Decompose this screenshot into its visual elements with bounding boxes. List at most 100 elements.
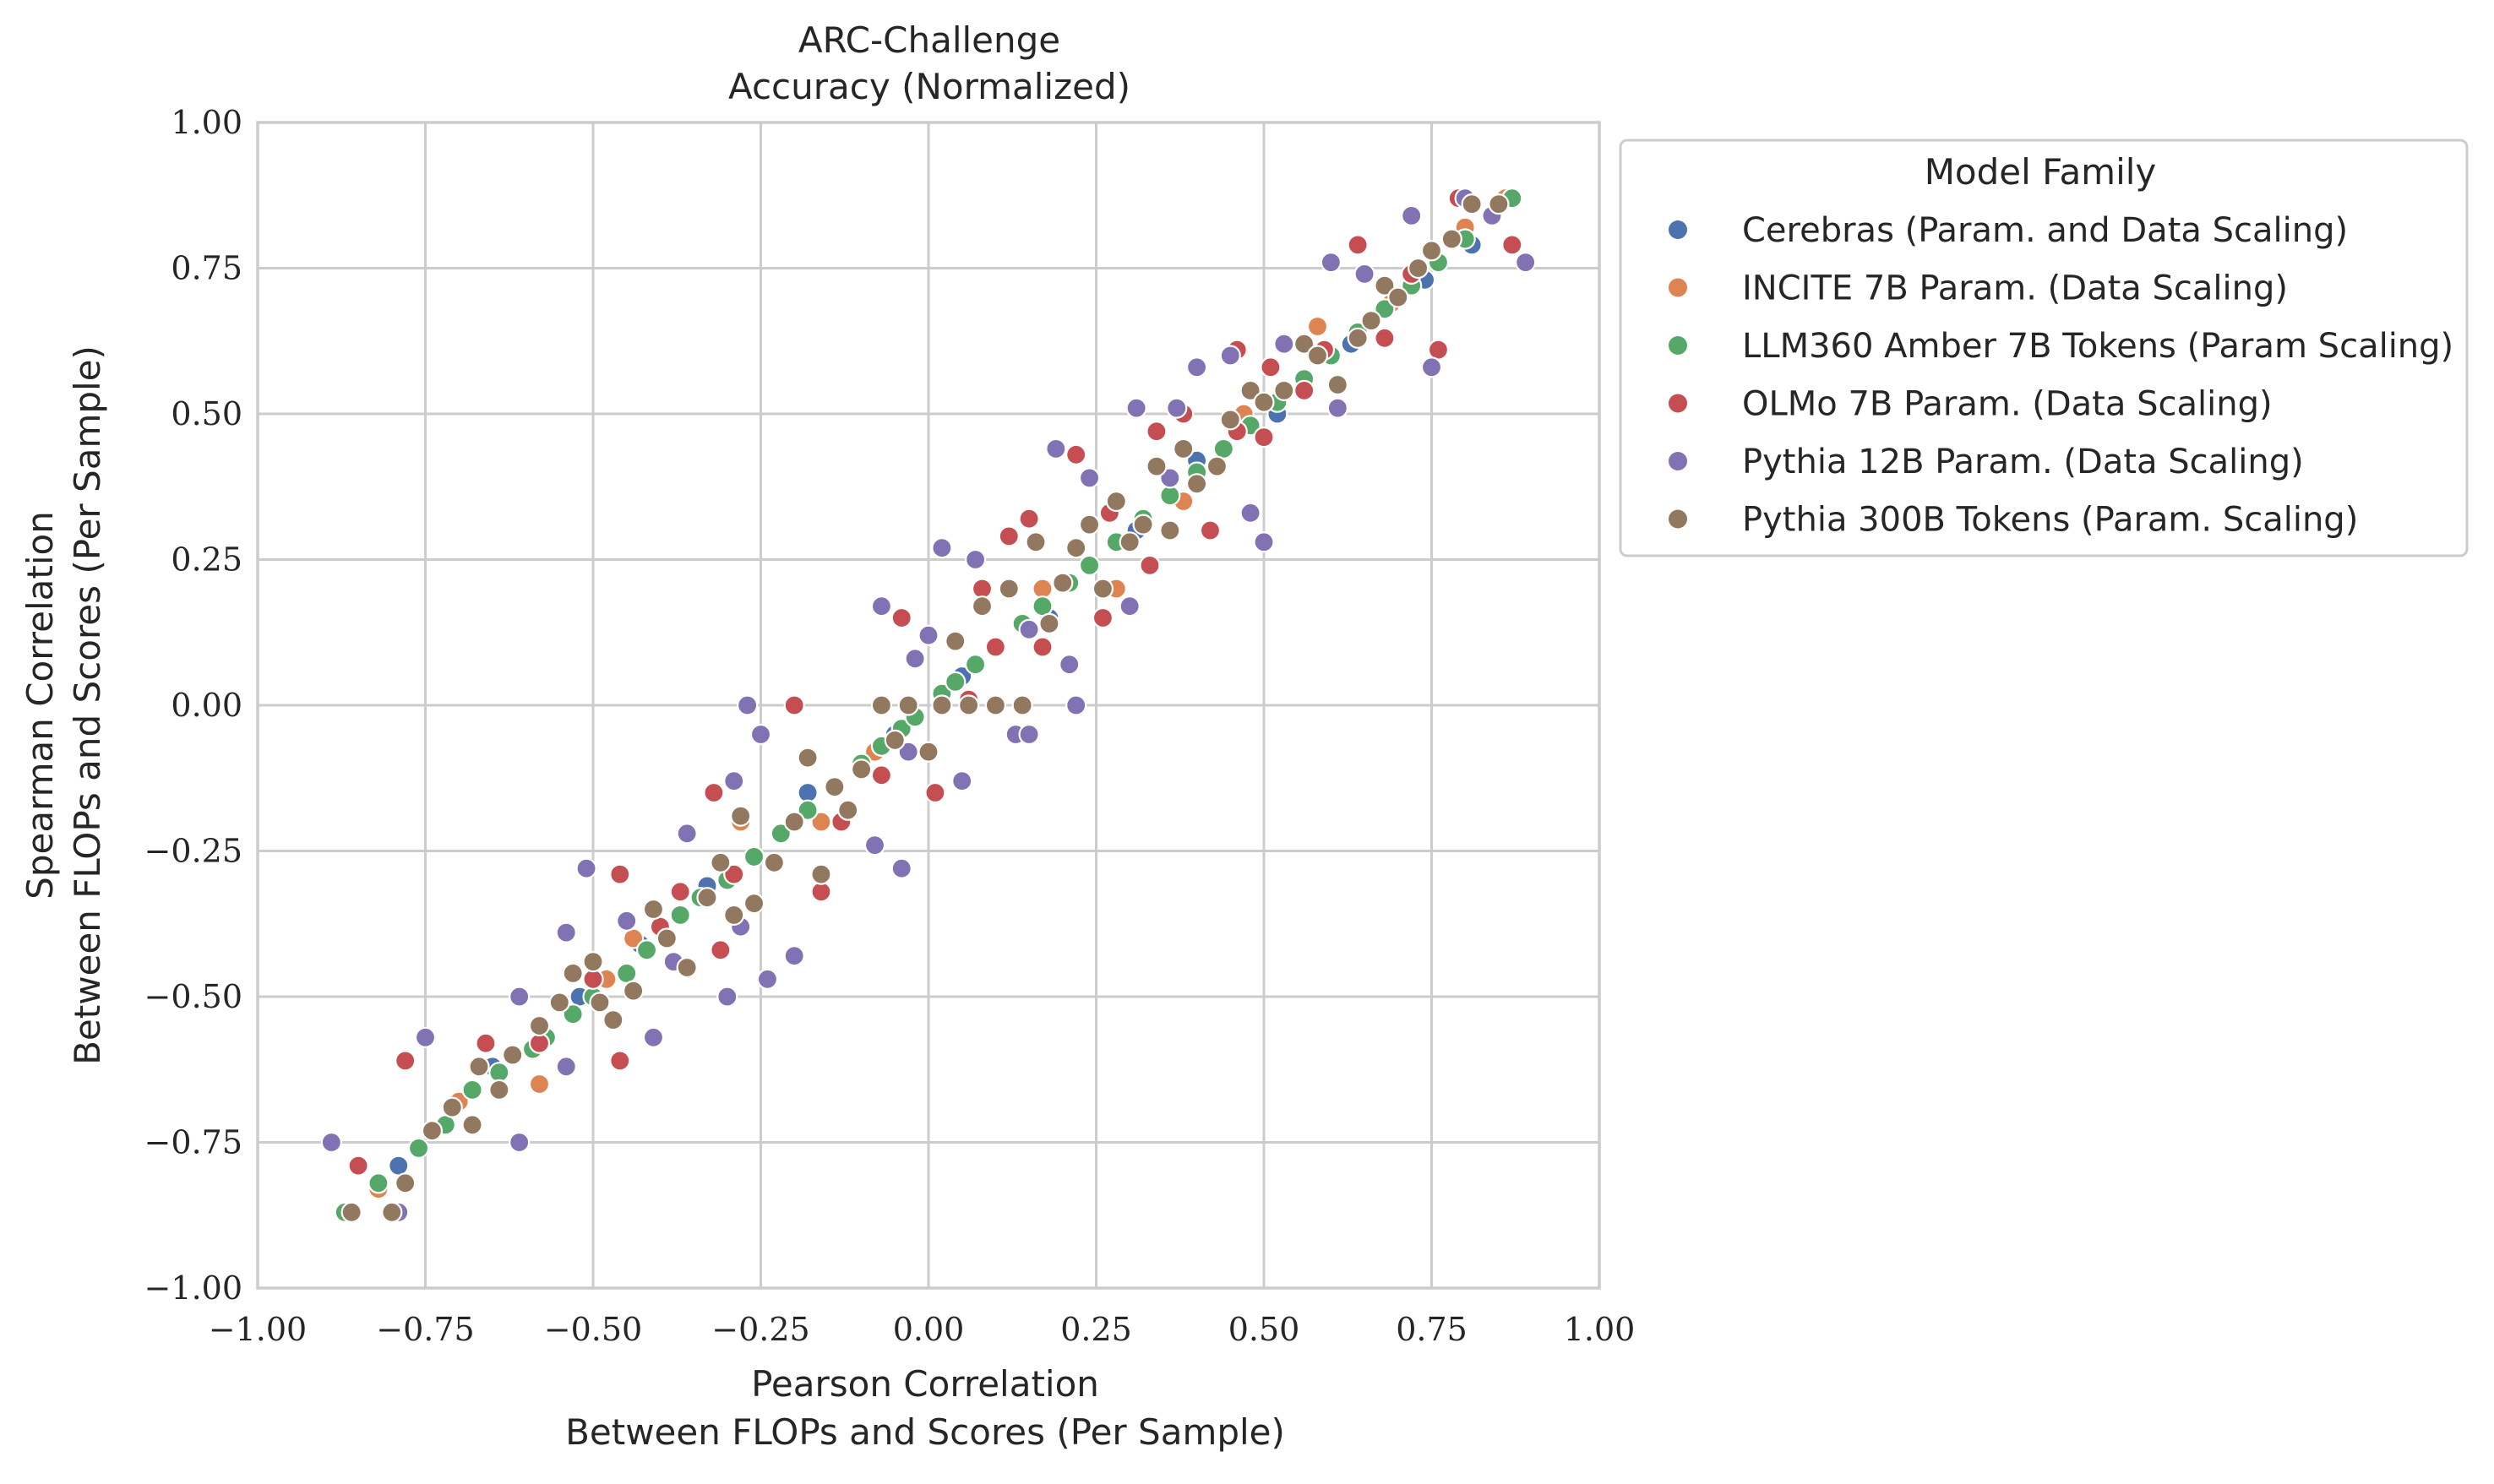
data-point <box>582 968 604 990</box>
chart-subtitle: Accuracy (Normalized) <box>728 66 1130 107</box>
y-tick-label: 1.00 <box>171 104 242 141</box>
data-point <box>870 694 893 716</box>
data-point <box>1206 455 1228 477</box>
data-point <box>676 823 698 845</box>
data-point <box>870 595 893 617</box>
data-point <box>1293 333 1315 355</box>
data-point <box>669 904 691 927</box>
data-point <box>964 548 987 571</box>
data-point <box>320 1131 342 1154</box>
x-tick-labels: −1.00 −0.75 −0.50 −0.25 0.00 0.25 0.50 0.75 1.00 <box>209 1311 1636 1348</box>
data-point <box>1501 234 1523 256</box>
data-point <box>562 962 584 985</box>
data-point <box>1119 595 1141 617</box>
data-point <box>730 805 752 827</box>
data-point <box>555 1056 577 1078</box>
data-point <box>1078 467 1101 489</box>
data-point <box>870 764 893 786</box>
x-tick-label: −0.75 <box>376 1311 474 1348</box>
x-tick-label: −0.25 <box>711 1311 809 1348</box>
data-point <box>723 770 745 792</box>
legend: Model Family Cerebras (Param. and Data S… <box>1619 139 2469 557</box>
data-point <box>381 1201 403 1223</box>
data-point <box>998 578 1020 600</box>
legend-label: INCITE 7B Param. (Data Scaling) <box>1742 269 2288 308</box>
data-point <box>1374 275 1396 296</box>
data-point <box>1092 606 1114 629</box>
data-point <box>1173 438 1195 460</box>
data-point <box>924 781 946 804</box>
y-tick-label: 0.50 <box>171 395 242 432</box>
data-point <box>1212 438 1234 460</box>
y-tick-label: 0.25 <box>171 541 242 579</box>
data-point <box>368 1172 389 1194</box>
data-point <box>575 857 597 879</box>
data-point <box>1078 554 1101 577</box>
data-point <box>783 811 805 833</box>
data-point <box>783 945 805 967</box>
data-point <box>340 1201 362 1223</box>
y-tick-label: −0.75 <box>144 1124 242 1161</box>
data-point <box>756 968 779 990</box>
data-point <box>1011 694 1033 716</box>
data-point <box>1065 443 1087 465</box>
data-point <box>528 1032 551 1054</box>
data-point <box>1018 723 1040 746</box>
data-point <box>984 694 1007 716</box>
data-point <box>616 910 638 932</box>
data-point <box>863 834 886 856</box>
data-point <box>1032 578 1054 600</box>
legend-label: Pythia 12B Param. (Data Scaling) <box>1742 443 2304 481</box>
data-point <box>958 694 980 716</box>
x-tick-label: 0.00 <box>893 1311 965 1348</box>
data-point <box>964 654 987 676</box>
data-point <box>1199 519 1222 541</box>
x-axis-label: Pearson Correlation <box>751 1363 1099 1405</box>
data-point <box>931 694 953 716</box>
x-axis-label-line2: Between FLOPs and Scores (Per Sample) <box>565 1411 1285 1453</box>
data-point <box>1253 426 1275 448</box>
data-point <box>388 1155 410 1177</box>
data-point <box>743 892 765 915</box>
data-point <box>1038 612 1060 635</box>
legend-marker <box>1669 452 1687 470</box>
data-point <box>502 1044 524 1066</box>
series-4 <box>320 188 1537 1223</box>
data-point <box>1146 421 1168 443</box>
data-point <box>1018 618 1040 640</box>
y-axis-label: Spearman Correlation <box>19 511 61 900</box>
data-point <box>1125 397 1147 419</box>
data-point <box>797 781 819 804</box>
data-point <box>1326 373 1348 396</box>
legend-title: Model Family <box>1925 151 2157 193</box>
data-point <box>918 741 939 763</box>
data-point <box>824 775 846 798</box>
data-point <box>407 1137 430 1160</box>
data-point <box>635 939 658 961</box>
data-point <box>468 1056 490 1078</box>
data-point <box>441 1096 463 1118</box>
data-point <box>1306 315 1329 338</box>
y-tick-label: −0.50 <box>144 978 242 1015</box>
data-point <box>1320 252 1342 274</box>
data-point <box>770 823 792 845</box>
data-point <box>562 1003 584 1025</box>
data-point <box>797 799 819 821</box>
legend-label: LLM360 Amber 7B Tokens (Param Scaling) <box>1742 327 2453 366</box>
data-point <box>1185 473 1208 495</box>
data-point <box>1159 467 1181 489</box>
data-point <box>1092 578 1114 600</box>
data-point <box>669 881 691 903</box>
data-point <box>810 863 832 885</box>
data-point <box>749 723 772 746</box>
data-point <box>1185 356 1208 378</box>
legend-marker <box>1669 394 1687 413</box>
data-point <box>1273 333 1295 355</box>
data-point <box>1306 345 1329 367</box>
data-point <box>1293 379 1315 401</box>
x-tick-label: −1.00 <box>209 1311 307 1348</box>
data-point <box>1146 455 1168 477</box>
x-tick-label: 0.25 <box>1060 1311 1132 1348</box>
data-point <box>1253 391 1275 413</box>
